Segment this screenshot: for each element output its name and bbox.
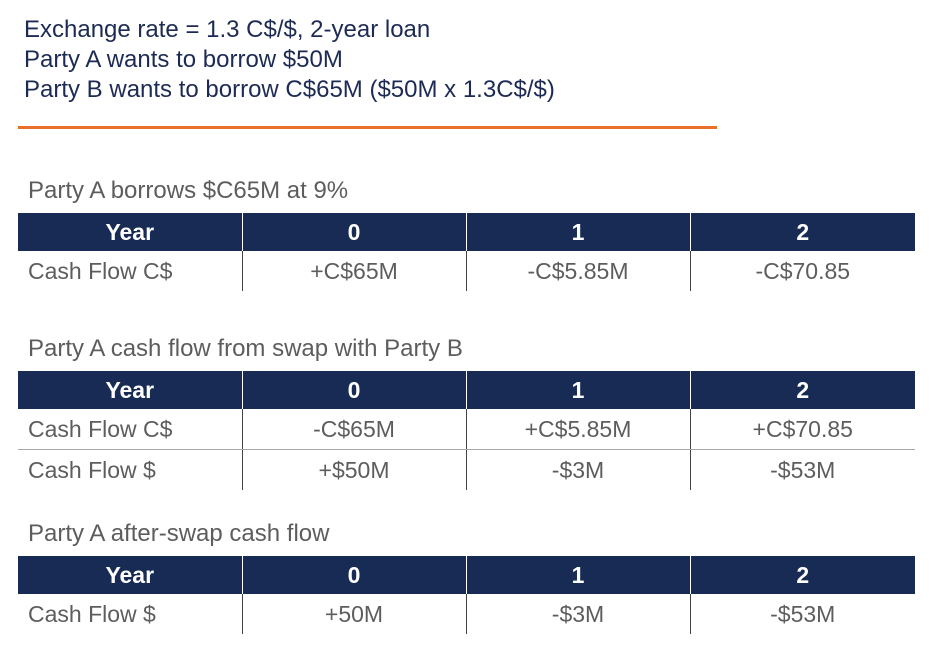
table-cell: +C$5.85M [465,409,690,450]
table-header-row: Year 0 1 2 [18,556,915,594]
header-cell: 0 [241,213,466,251]
table-row: Cash Flow C$ -C$65M +C$5.85M +C$70.85 [18,409,915,450]
table-row: Cash Flow $ +$50M -$3M -$53M [18,449,915,490]
table-cell: -$53M [689,449,915,490]
table-cell: +50M [241,594,466,634]
header-cell: Year [18,213,242,251]
table-header-row: Year 0 1 2 [18,213,915,251]
table-cell: +$50M [241,449,466,490]
section-title: Party A after-swap cash flow [28,520,330,547]
table-cell: -C$70.85 [689,251,915,291]
intro-line-party-a: Party A wants to borrow $50M [24,46,343,73]
divider-rule [18,126,717,129]
section-party-a-borrows: Party A borrows $C65M at 9% Year 0 1 2 C… [18,176,915,291]
row-label: Cash Flow $ [28,600,156,627]
header-cell: 0 [241,371,466,409]
header-cell: 2 [689,213,915,251]
header-cell: 1 [465,371,690,409]
header-cell: 2 [689,371,915,409]
section-title: Party A cash flow from swap with Party B [28,335,463,362]
section-after-swap: Party A after-swap cash flow Year 0 1 2 … [18,519,915,634]
table-header-row: Year 0 1 2 [18,371,915,409]
table-cell: -$3M [465,594,690,634]
cash-flow-table: Year 0 1 2 Cash Flow C$ +C$65M -C$5.85M … [18,213,915,291]
row-label: Cash Flow C$ [18,409,242,450]
table-cell: -C$5.85M [465,251,690,291]
header-cell: 1 [465,213,690,251]
header-cell: 0 [241,556,466,594]
header-cell: 2 [689,556,915,594]
table-cell: +C$70.85 [689,409,915,450]
table-cell: +C$65M [241,251,466,291]
header-cell: Year [18,371,242,409]
table-cell: -$3M [465,449,690,490]
table-row: Cash Flow $ +50M -$3M -$53M [18,594,915,634]
table-cell: -C$65M [241,409,466,450]
intro-line-party-b: Party B wants to borrow C$65M ($50M x 1.… [24,76,555,103]
cash-flow-table: Year 0 1 2 Cash Flow C$ -C$65M +C$5.85M … [18,371,915,490]
table-cell: -$53M [689,594,915,634]
row-label: Cash Flow $ [28,456,156,483]
header-cell: 1 [465,556,690,594]
cash-flow-table: Year 0 1 2 Cash Flow $ +50M -$3M -$53M [18,556,915,634]
header-cell: Year [18,556,242,594]
intro-text: Exchange rate = 1.3 C$/$, 2-year loan Pa… [24,15,555,105]
section-title: Party A borrows $C65M at 9% [28,177,349,204]
intro-line-exchange-rate: Exchange rate = 1.3 C$/$, 2-year loan [24,16,431,43]
table-row: Cash Flow C$ +C$65M -C$5.85M -C$70.85 [18,251,915,291]
section-swap-cash-flow: Party A cash flow from swap with Party B… [18,334,915,490]
row-label: Cash Flow C$ [28,257,173,284]
